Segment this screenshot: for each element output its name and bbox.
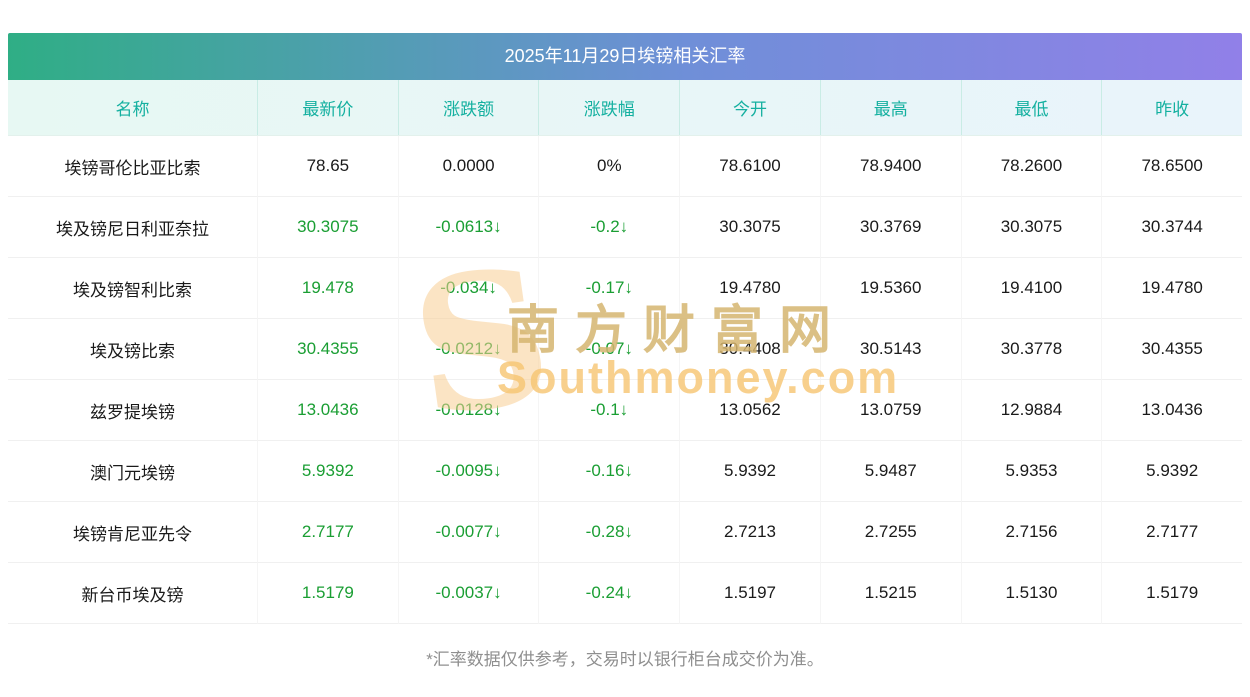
- table-body: 埃镑哥伦比亚比索 78.65 0.0000 0% 78.6100 78.9400 78.26…: [8, 136, 1243, 624]
- table-cell: 澳门元埃镑: [8, 441, 258, 502]
- header-cell: 昨收: [1155, 100, 1190, 119]
- table-row: 埃镑肯尼亚先令 2.7177 -0.0077↓ -0.28↓ 2.7213 2.7255 2…: [8, 502, 1243, 563]
- table-cell: 19.5360: [820, 258, 962, 319]
- table-cell: 78.65: [258, 136, 399, 197]
- table-row: 澳门元埃镑 5.9392 -0.0095↓ -0.16↓ 5.9392 5.9487 5.9…: [8, 441, 1243, 502]
- table-cell: 5.9392: [1102, 441, 1243, 502]
- table-cell: -0.24↓: [539, 563, 681, 624]
- table-cell: 19.478: [258, 258, 399, 319]
- table-cell: -0.0212↓: [398, 319, 540, 380]
- table-cell: -0.0037↓: [398, 563, 540, 624]
- table-cell: 1.5179: [1102, 563, 1243, 624]
- table-cell: 埃及镑智利比索: [8, 258, 258, 319]
- table-cell: 0%: [539, 136, 681, 197]
- table-cell: 30.4355: [1102, 319, 1243, 380]
- table-cell: 1.5179: [258, 563, 399, 624]
- table-cell: -0.07↓: [539, 319, 681, 380]
- table-cell: -0.0095↓: [398, 441, 540, 502]
- rates-table: 名称 最新价 涨跌额 涨跌幅 今开 最高 最低 昨收 埃镑哥伦比亚比索 78.65 0.0000 0…: [8, 80, 1243, 624]
- table-cell: 埃及镑比索: [8, 319, 258, 380]
- header-cell: 最低: [962, 80, 1103, 135]
- header-cell: 今开: [680, 80, 821, 135]
- table-cell: -0.16↓: [539, 441, 681, 502]
- table-cell: 30.3778: [961, 319, 1103, 380]
- table-row: 埃及镑智利比索 19.478 -0.034↓ -0.17↓ 19.4780 19.5360…: [8, 258, 1243, 319]
- table-cell: 19.4100: [961, 258, 1103, 319]
- table-cell: 78.6500: [1102, 136, 1243, 197]
- table-cell: 0.0000: [398, 136, 540, 197]
- table-cell: -0.034↓: [398, 258, 540, 319]
- table-cell: 19.4780: [1102, 258, 1243, 319]
- table-cell: 19.4780: [680, 258, 821, 319]
- table-cell: 13.0436: [258, 380, 399, 441]
- table-cell: 1.5130: [961, 563, 1103, 624]
- table-cell: -0.0613↓: [398, 197, 540, 258]
- table-cell: 1.5215: [820, 563, 962, 624]
- table-row: 埃及镑尼日利亚奈拉 30.3075 -0.0613↓ -0.2↓ 30.3075 30.3…: [8, 197, 1243, 258]
- table-row: 埃及镑比索 30.4355 -0.0212↓ -0.07↓ 30.4408 30.5143…: [8, 319, 1243, 380]
- table-cell: 2.7255: [820, 502, 962, 563]
- table-cell: 30.3769: [820, 197, 962, 258]
- table-cell: -0.0077↓: [398, 502, 540, 563]
- header-cell: 涨跌幅: [539, 80, 681, 135]
- table-cell: 30.4408: [680, 319, 821, 380]
- table-cell: 30.3075: [258, 197, 399, 258]
- header-cell: 最高: [821, 80, 962, 135]
- table-cell: 78.9400: [820, 136, 962, 197]
- table-row: 兹罗提埃镑 13.0436 -0.0128↓ -0.1↓ 13.0562 13.0759 1…: [8, 380, 1243, 441]
- table-cell: -0.1↓: [539, 380, 681, 441]
- table-cell: 2.7177: [1102, 502, 1243, 563]
- table-cell: 30.4355: [258, 319, 399, 380]
- table-header: 名称 最新价 涨跌额 涨跌幅 今开 最高 最低 昨收: [8, 80, 1242, 136]
- table-cell: 13.0759: [820, 380, 962, 441]
- table-cell: 2.7156: [961, 502, 1103, 563]
- table-cell: 12.9884: [961, 380, 1103, 441]
- table-cell: 30.3744: [1102, 197, 1243, 258]
- table-cell: 1.5197: [680, 563, 821, 624]
- table-cell: 5.9353: [961, 441, 1103, 502]
- header-cell: 最新价: [258, 80, 399, 135]
- table-cell: 13.0436: [1102, 380, 1243, 441]
- table-cell: 5.9487: [820, 441, 962, 502]
- table-cell: -0.0128↓: [398, 380, 540, 441]
- table-cell: 30.3075: [680, 197, 821, 258]
- table-cell: -0.28↓: [539, 502, 681, 563]
- page-title: 2025年11月29日埃镑相关汇率: [8, 33, 1242, 80]
- table-cell: 13.0562: [680, 380, 821, 441]
- table-cell: 兹罗提埃镑: [8, 380, 258, 441]
- header-cell: 名称: [8, 80, 258, 135]
- disclaimer-text: *汇率数据仅供参考，交易时以银行柜台成交价为准。: [426, 650, 824, 669]
- header-cell: 涨跌额: [399, 80, 540, 135]
- table-cell: 30.3075: [961, 197, 1103, 258]
- table-cell: 埃及镑尼日利亚奈拉: [8, 197, 258, 258]
- table-cell: 埃镑哥伦比亚比索: [8, 136, 258, 197]
- table-cell: 2.7213: [680, 502, 821, 563]
- table-cell: 5.9392: [680, 441, 821, 502]
- table-cell: -0.2↓: [539, 197, 681, 258]
- table-row: 埃镑哥伦比亚比索 78.65 0.0000 0% 78.6100 78.9400 78.26…: [8, 136, 1243, 197]
- table-cell: -0.17↓: [539, 258, 681, 319]
- table-cell: 78.2600: [961, 136, 1103, 197]
- table-cell: 78.6100: [680, 136, 821, 197]
- table-cell: 5.9392: [258, 441, 399, 502]
- table-row: 新台币埃及镑 1.5179 -0.0037↓ -0.24↓ 1.5197 1.5215 1.…: [8, 563, 1243, 624]
- table-cell: 新台币埃及镑: [8, 563, 258, 624]
- table-cell: 30.5143: [820, 319, 962, 380]
- table-cell: 2.7177: [258, 502, 399, 563]
- table-cell: 埃镑肯尼亚先令: [8, 502, 258, 563]
